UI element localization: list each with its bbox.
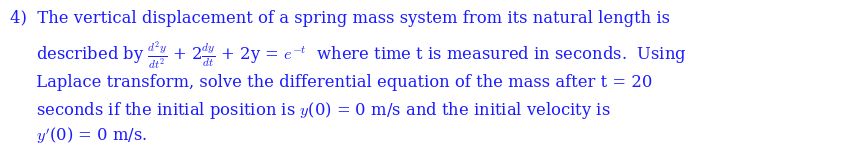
Text: $y'$(0) = 0 m/s.: $y'$(0) = 0 m/s. xyxy=(10,126,147,146)
Text: described by $\frac{d^2y}{dt^2}$ + 2$\frac{dy}{dt}$ + 2y = $e^{-t}$  where time : described by $\frac{d^2y}{dt^2}$ + 2$\fr… xyxy=(10,40,687,72)
Text: seconds if the initial position is $y$(0) = 0 m/s and the initial velocity is: seconds if the initial position is $y$(0… xyxy=(10,100,610,121)
Text: 4)  The vertical displacement of a spring mass system from its natural length is: 4) The vertical displacement of a spring… xyxy=(10,10,670,27)
Text: Laplace transform, solve the differential equation of the mass after t = 20: Laplace transform, solve the differentia… xyxy=(10,74,652,91)
